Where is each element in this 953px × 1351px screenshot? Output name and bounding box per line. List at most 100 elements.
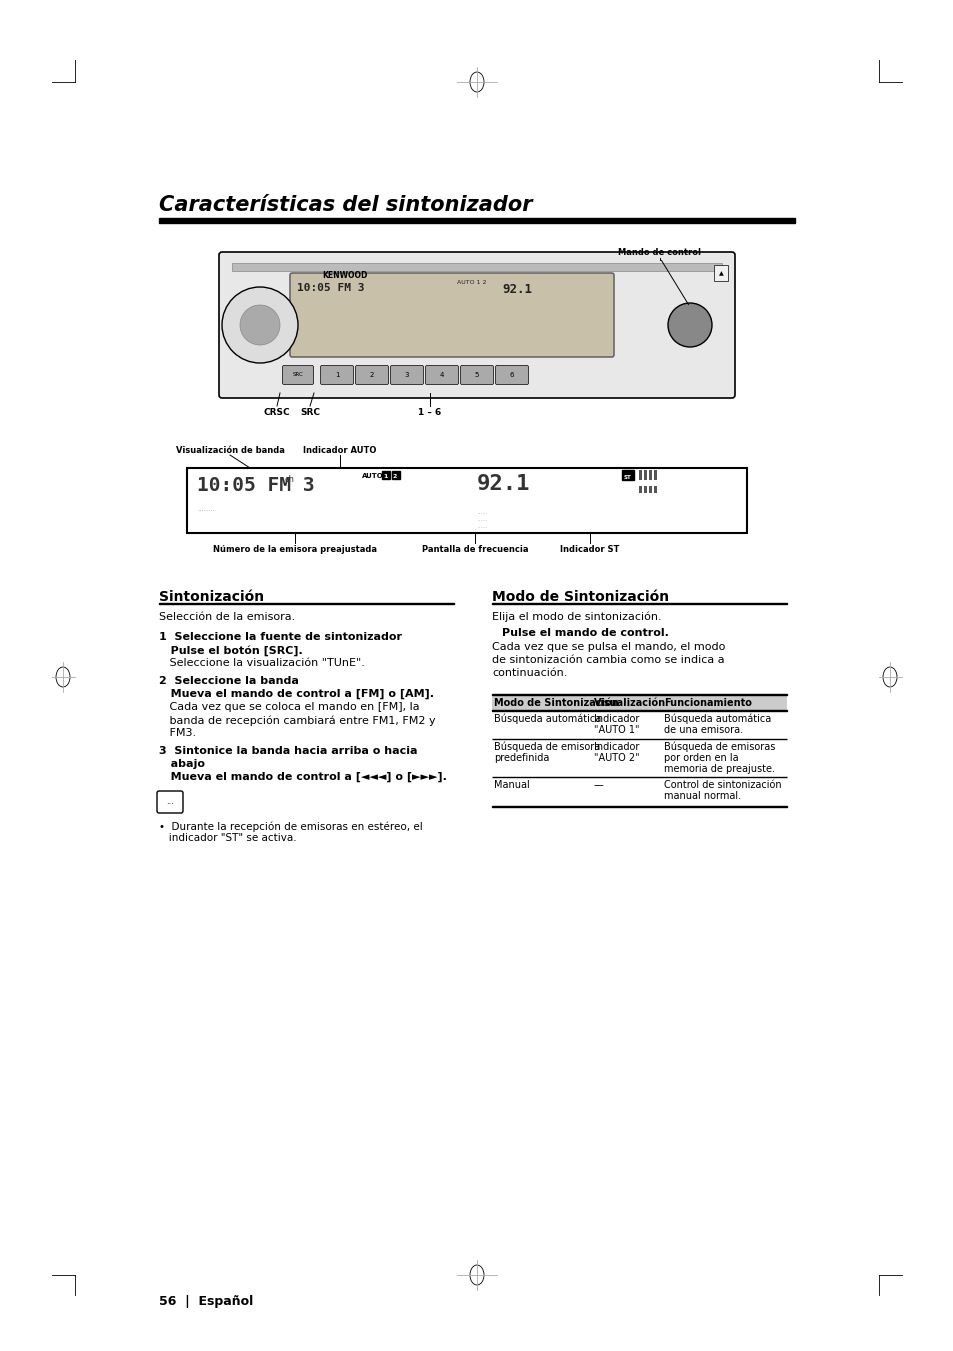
Text: ▲: ▲ — [718, 272, 722, 277]
Text: Cada vez que se coloca el mando en [FM], la: Cada vez que se coloca el mando en [FM],… — [159, 703, 419, 712]
Text: por orden en la: por orden en la — [663, 753, 738, 763]
FancyBboxPatch shape — [320, 366, 354, 385]
Bar — [654, 486, 657, 493]
Text: continuación.: continuación. — [492, 667, 567, 678]
Text: predefinida: predefinida — [494, 753, 549, 763]
Text: Pulse el botón [SRC].: Pulse el botón [SRC]. — [159, 644, 302, 655]
Text: 1  Seleccione la fuente de sintonizador: 1 Seleccione la fuente de sintonizador — [159, 632, 401, 642]
Text: ...: ... — [166, 797, 173, 807]
Text: abajo: abajo — [159, 759, 205, 769]
Text: Manual: Manual — [494, 780, 529, 790]
Bar — [381, 471, 390, 480]
Text: banda de recepción cambiará entre FM1, FM2 y: banda de recepción cambiará entre FM1, F… — [159, 715, 436, 725]
Text: Indicador: Indicador — [594, 713, 639, 724]
Text: AUTO: AUTO — [361, 473, 383, 480]
Text: Mando de control: Mando de control — [618, 249, 700, 257]
Text: 6: 6 — [509, 372, 514, 378]
Text: Control de sintonización: Control de sintonización — [663, 780, 781, 790]
Text: AUTO 1 2: AUTO 1 2 — [456, 280, 486, 285]
Text: 1 – 6: 1 – 6 — [418, 408, 441, 417]
Bar — [621, 470, 634, 480]
Text: memoria de preajuste.: memoria de preajuste. — [663, 765, 774, 774]
Text: Modo de Sintonización: Modo de Sintonización — [492, 590, 668, 604]
Text: Número de la emisora preajustada: Número de la emisora preajustada — [213, 544, 376, 554]
Text: •  Durante la recepción de emisoras en estéreo, el: • Durante la recepción de emisoras en es… — [159, 821, 422, 831]
Text: Características del sintonizador: Características del sintonizador — [159, 195, 532, 215]
FancyBboxPatch shape — [390, 366, 423, 385]
Bar — [654, 470, 657, 480]
Text: 2: 2 — [393, 474, 397, 480]
Text: Indicador AUTO: Indicador AUTO — [303, 446, 376, 455]
FancyBboxPatch shape — [425, 366, 458, 385]
Text: Búsqueda de emisora: Búsqueda de emisora — [494, 742, 599, 753]
Text: 2  Seleccione la banda: 2 Seleccione la banda — [159, 676, 298, 686]
Text: Funcionamiento: Funcionamiento — [663, 698, 751, 708]
Bar — [643, 470, 646, 480]
Text: Indicador: Indicador — [594, 742, 639, 753]
Text: Indicador ST: Indicador ST — [559, 544, 619, 554]
Text: Cada vez que se pulsa el mando, el modo: Cada vez que se pulsa el mando, el modo — [492, 642, 724, 653]
Bar — [159, 218, 794, 223]
FancyBboxPatch shape — [460, 366, 493, 385]
Text: "AUTO 1": "AUTO 1" — [594, 725, 639, 735]
Text: CRSC: CRSC — [263, 408, 290, 417]
Text: ch: ch — [285, 476, 294, 484]
Text: de sintonización cambia como se indica a: de sintonización cambia como se indica a — [492, 655, 724, 665]
Text: 1: 1 — [335, 372, 339, 378]
Text: 3  Sintonice la banda hacia arriba o hacia: 3 Sintonice la banda hacia arriba o haci… — [159, 746, 417, 757]
Text: Pantalla de frecuencia: Pantalla de frecuencia — [421, 544, 528, 554]
Text: 3: 3 — [404, 372, 409, 378]
Bar — [648, 486, 651, 493]
FancyBboxPatch shape — [282, 366, 314, 385]
Text: 92.1: 92.1 — [501, 282, 532, 296]
Text: Selección de la emisora.: Selección de la emisora. — [159, 612, 294, 621]
FancyBboxPatch shape — [290, 273, 614, 357]
Text: Modo de Sintonización: Modo de Sintonización — [494, 698, 618, 708]
Text: Búsqueda automática: Búsqueda automática — [663, 713, 770, 724]
Bar — [492, 694, 786, 711]
Circle shape — [240, 305, 280, 345]
Bar — [392, 471, 399, 480]
Text: 56  |  Español: 56 | Español — [159, 1296, 253, 1308]
Text: 1: 1 — [382, 474, 387, 480]
Text: Seleccione la visualización "TUnE".: Seleccione la visualización "TUnE". — [159, 658, 364, 667]
Text: Mueva el mando de control a [FM] o [AM].: Mueva el mando de control a [FM] o [AM]. — [159, 689, 434, 700]
Bar — [232, 263, 721, 272]
Text: manual normal.: manual normal. — [663, 790, 740, 801]
FancyBboxPatch shape — [495, 366, 528, 385]
Text: Sintonización: Sintonización — [159, 590, 264, 604]
FancyBboxPatch shape — [219, 253, 734, 399]
Bar — [713, 265, 727, 281]
Text: ......: ...... — [476, 524, 487, 530]
Bar — [639, 486, 641, 493]
Text: Mueva el mando de control a [◄◄◄] o [►►►].: Mueva el mando de control a [◄◄◄] o [►►►… — [159, 771, 446, 782]
Text: ST: ST — [623, 476, 631, 480]
Bar — [643, 486, 646, 493]
Text: Visualización de banda: Visualización de banda — [175, 446, 284, 455]
Text: 10:05 FM 3: 10:05 FM 3 — [196, 476, 314, 494]
Text: KENWOOD: KENWOOD — [322, 272, 367, 280]
Text: "AUTO 2": "AUTO 2" — [594, 753, 639, 763]
Text: indicador "ST" se activa.: indicador "ST" se activa. — [159, 834, 296, 843]
Text: FM3.: FM3. — [159, 728, 196, 738]
Text: Búsqueda de emisoras: Búsqueda de emisoras — [663, 742, 775, 753]
FancyBboxPatch shape — [157, 790, 183, 813]
Text: de una emisora.: de una emisora. — [663, 725, 742, 735]
Bar — [639, 470, 641, 480]
Text: —: — — [594, 780, 603, 790]
Text: ......: ...... — [476, 509, 487, 515]
Bar — [648, 470, 651, 480]
Text: 10:05 FM 3: 10:05 FM 3 — [296, 282, 364, 293]
FancyBboxPatch shape — [355, 366, 388, 385]
Text: Visualización: Visualización — [594, 698, 665, 708]
Text: 2: 2 — [370, 372, 374, 378]
Text: 4: 4 — [439, 372, 444, 378]
Text: Pulse el mando de control.: Pulse el mando de control. — [501, 628, 668, 638]
Text: SRC: SRC — [299, 408, 319, 417]
Text: ......: ...... — [476, 517, 487, 521]
Text: ........: ........ — [196, 507, 214, 512]
Text: 92.1: 92.1 — [476, 474, 530, 494]
Circle shape — [222, 286, 297, 363]
Text: SRC: SRC — [293, 373, 303, 377]
Bar — [187, 467, 746, 534]
